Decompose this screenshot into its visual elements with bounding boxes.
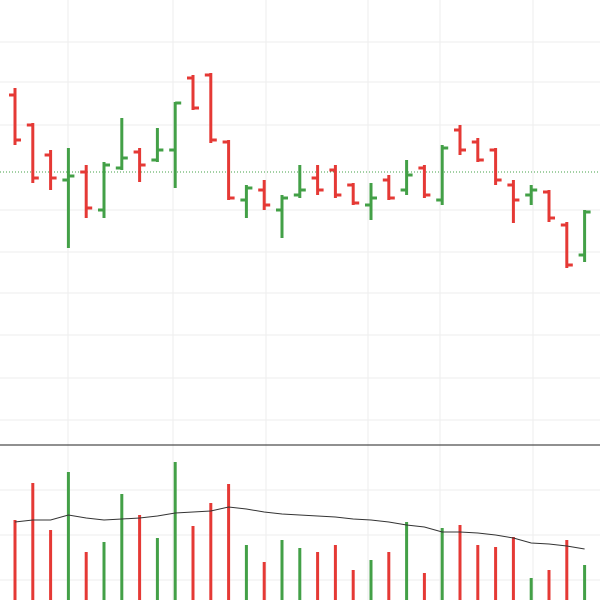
volume-bar (387, 552, 391, 600)
volume-bar (333, 545, 337, 600)
volume-bar (280, 540, 284, 600)
volume-bar (458, 525, 462, 600)
volume-bar (565, 540, 569, 600)
volume-bar (13, 520, 17, 600)
volume-bar (155, 538, 159, 600)
volume-bar (440, 528, 444, 600)
volume-bar (405, 522, 409, 600)
volume-bar (209, 503, 213, 600)
volume-bar (583, 565, 587, 600)
volume-bar (191, 526, 195, 600)
volume-bar (138, 515, 142, 600)
volume-bar (476, 545, 480, 600)
volume-bar (298, 548, 302, 600)
volume-bar (173, 462, 177, 600)
volume-bar (244, 545, 248, 600)
volume-bar (49, 530, 53, 600)
volume-bar (422, 573, 426, 600)
volume-bar (31, 483, 35, 600)
volume-bar (494, 547, 498, 600)
volume-bar (369, 560, 373, 600)
volume-bar (351, 570, 355, 600)
volume-bar (227, 484, 231, 600)
volume-bar (102, 542, 106, 600)
volume-ma-line (14, 506, 585, 550)
volume-bar (316, 552, 320, 600)
volume-bar (84, 552, 88, 600)
volume-bar (66, 472, 70, 600)
volume-bar (529, 578, 533, 600)
volume-bar (547, 570, 551, 600)
volume-bar (120, 494, 124, 600)
volume-bar (262, 562, 266, 600)
volume-bar (511, 537, 515, 600)
